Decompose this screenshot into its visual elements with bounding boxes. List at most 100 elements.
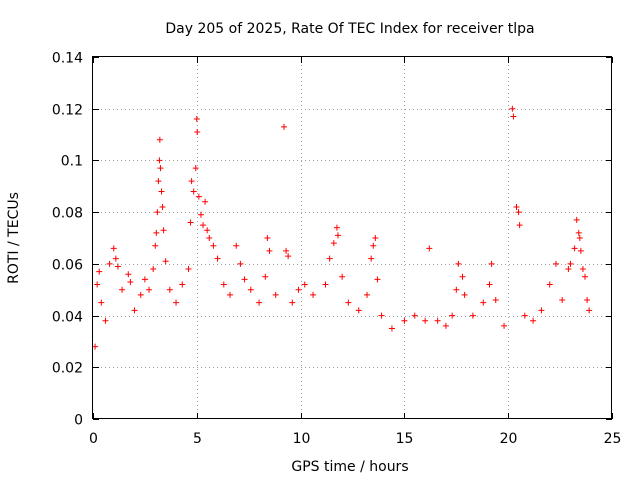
data-point <box>488 260 495 267</box>
data-point <box>374 276 381 283</box>
data-point <box>119 286 126 293</box>
data-point <box>552 260 559 267</box>
data-point <box>137 291 144 298</box>
data-point <box>576 235 583 241</box>
data-point <box>378 312 385 319</box>
data-point <box>364 291 371 298</box>
data-point <box>573 216 580 223</box>
x-tick-label: 20 <box>500 431 518 447</box>
data-point <box>289 299 296 306</box>
data-point <box>210 242 217 249</box>
data-point <box>193 116 200 123</box>
data-point <box>154 209 161 216</box>
data-point <box>401 317 408 324</box>
data-point <box>513 203 520 210</box>
data-point <box>159 203 166 210</box>
data-point <box>461 291 468 298</box>
x-axis-label: GPS time / hours <box>291 459 408 475</box>
data-point <box>453 286 460 293</box>
data-points <box>92 105 593 350</box>
data-point <box>141 276 148 283</box>
data-point <box>515 209 522 216</box>
y-tick-label: 0.04 <box>52 310 83 326</box>
data-point <box>333 224 340 231</box>
data-point <box>247 286 254 293</box>
data-point <box>185 266 192 273</box>
data-point <box>372 235 379 241</box>
x-tick-label: 15 <box>396 431 414 447</box>
data-point <box>469 312 476 319</box>
data-point <box>355 307 362 314</box>
data-point <box>153 229 160 236</box>
y-tick-label: 0.02 <box>52 361 83 377</box>
y-tick-label: 0.1 <box>61 154 83 170</box>
data-point <box>559 297 566 304</box>
data-point <box>565 266 572 273</box>
data-point <box>459 273 466 280</box>
data-point <box>206 235 213 241</box>
data-point <box>256 299 263 306</box>
data-point <box>127 278 134 285</box>
data-point <box>233 242 240 249</box>
data-point <box>166 286 173 293</box>
y-tick-label: 0.14 <box>52 51 83 67</box>
data-point <box>150 266 157 273</box>
data-point <box>442 322 449 329</box>
data-point <box>195 193 202 200</box>
axis-ticks: 0 5 10 15 20 25 0 0.02 0.04 0.06 0.08 0.1 0.12 0.14 <box>52 51 622 448</box>
grid-lines <box>93 57 612 419</box>
data-point <box>530 317 537 324</box>
data-point <box>285 253 292 260</box>
data-point <box>571 245 578 252</box>
data-point <box>152 242 159 249</box>
data-point <box>509 105 516 112</box>
data-point <box>156 136 163 143</box>
data-point <box>521 312 528 319</box>
data-point <box>577 247 584 254</box>
data-point <box>179 281 186 288</box>
data-point <box>96 268 103 275</box>
data-point <box>146 286 153 293</box>
data-point <box>94 281 101 288</box>
x-tick-label: 25 <box>604 431 622 447</box>
x-tick-label: 10 <box>293 431 311 447</box>
data-point <box>326 255 333 262</box>
data-point <box>173 299 180 306</box>
data-point <box>262 273 269 280</box>
data-point <box>510 113 517 120</box>
data-point <box>162 258 169 265</box>
data-point <box>295 286 302 293</box>
data-point <box>368 255 375 262</box>
y-axis-label: ROTI / TECUs <box>6 192 22 284</box>
data-point <box>501 322 508 329</box>
data-point <box>455 260 462 267</box>
data-point <box>102 317 109 324</box>
data-point <box>204 227 211 234</box>
data-point <box>516 222 523 229</box>
data-point <box>345 299 352 306</box>
data-point <box>110 245 117 252</box>
data-point <box>411 312 418 319</box>
data-point <box>339 273 346 280</box>
data-point <box>131 307 138 314</box>
data-point <box>112 255 119 262</box>
data-point <box>188 178 195 185</box>
data-point <box>334 232 341 239</box>
y-tick-label: 0 <box>74 413 83 429</box>
y-tick-label: 0.06 <box>52 258 83 274</box>
data-point <box>92 343 99 350</box>
plot-frame <box>92 56 612 419</box>
data-point <box>160 227 167 234</box>
data-point <box>422 317 429 324</box>
data-point <box>197 211 204 218</box>
data-point <box>106 260 113 267</box>
data-point <box>272 291 279 298</box>
data-point <box>280 123 287 130</box>
data-point <box>202 198 209 205</box>
data-point <box>310 291 317 298</box>
data-point <box>125 271 132 278</box>
data-point <box>190 188 197 195</box>
data-point <box>157 165 164 172</box>
data-point <box>241 276 248 283</box>
